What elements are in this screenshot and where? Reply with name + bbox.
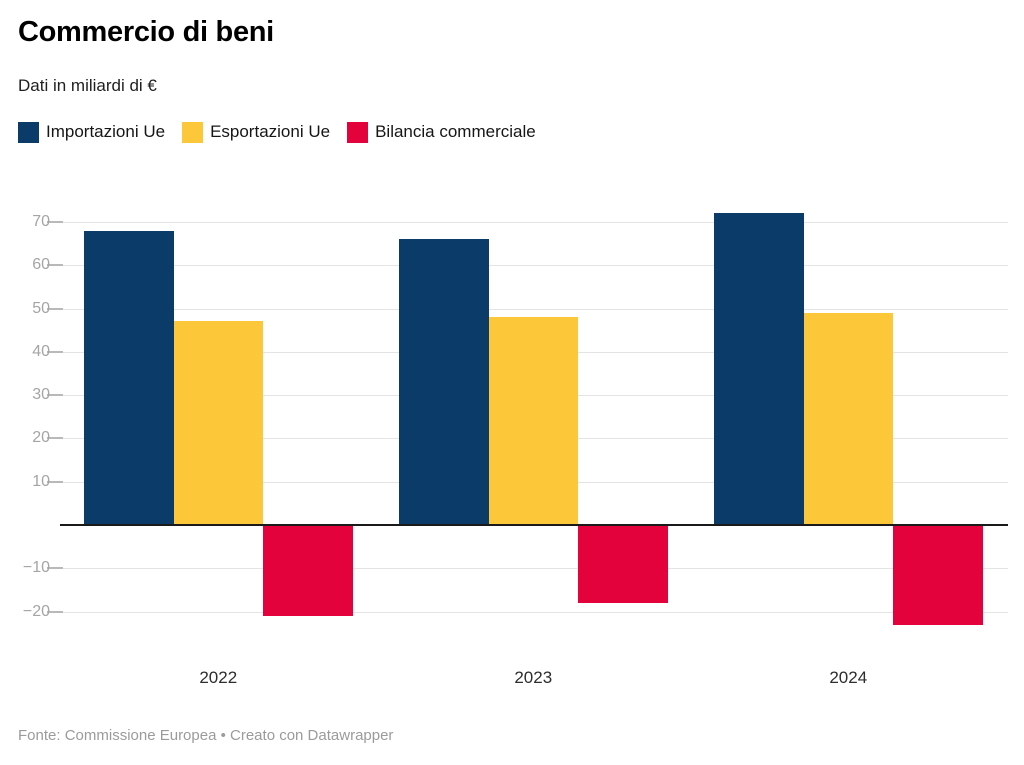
y-tick-mark — [47, 220, 63, 223]
legend-swatch-esportazioni-ue — [182, 121, 204, 143]
bar-importazioni-ue-2022 — [84, 230, 174, 525]
y-tick-label: 40 — [32, 342, 50, 360]
zero-axis-line — [60, 524, 1008, 526]
gridline-50 — [56, 308, 1008, 310]
y-tick-mark — [47, 394, 63, 397]
bar-bilancia-commerciale-2024 — [893, 526, 983, 625]
legend-item-importazioni-ue: Importazioni Ue — [18, 121, 166, 143]
page-title: Commercio di beni — [18, 16, 274, 48]
footer-note: Fonte: Commissione Europea • Creato con … — [18, 727, 394, 744]
legend-label: Esportazioni Ue — [210, 122, 331, 141]
gridline--20 — [56, 611, 1008, 613]
gridline-70 — [56, 221, 1008, 223]
y-tick-label: 70 — [32, 212, 50, 230]
bar-bilancia-commerciale-2022 — [263, 526, 353, 616]
y-tick-label: 20 — [32, 429, 50, 447]
y-tick-label: −20 — [22, 602, 50, 620]
page-subtitle: Dati in miliardi di € — [18, 76, 157, 95]
bar-esportazioni-ue-2023 — [488, 317, 578, 525]
y-tick-mark — [47, 567, 63, 570]
legend: Importazioni Ue Esportazioni Ue Bilancia c… — [18, 120, 536, 144]
bar-importazioni-ue-2023 — [399, 239, 489, 525]
gridline-60 — [56, 265, 1008, 267]
category-label-2024: 2024 — [829, 668, 868, 687]
y-tick-mark — [47, 437, 63, 440]
y-tick-mark — [47, 307, 63, 310]
y-tick-mark — [47, 480, 63, 483]
legend-label: Importazioni Ue — [46, 122, 166, 141]
bar-bilancia-commerciale-2023 — [578, 526, 668, 603]
legend-item-esportazioni-ue: Esportazioni Ue — [182, 121, 331, 143]
bar-importazioni-ue-2024 — [714, 213, 804, 525]
y-tick-mark — [47, 264, 63, 267]
y-tick-label: −10 — [22, 559, 50, 577]
legend-label: Bilancia commerciale — [375, 122, 536, 141]
y-tick-label: 50 — [32, 299, 50, 317]
bar-esportazioni-ue-2022 — [173, 321, 263, 525]
y-tick-label: 60 — [32, 256, 50, 274]
bar-esportazioni-ue-2024 — [803, 312, 893, 525]
y-tick-label: 30 — [32, 386, 50, 404]
legend-item-bilancia-commerciale: Bilancia commerciale — [347, 121, 536, 143]
chart-area: 70 60 50 40 30 20 10 −10 −20 2022 2023 2024 — [0, 190, 1024, 705]
category-label-2023: 2023 — [514, 668, 553, 687]
y-tick-label: 10 — [32, 472, 50, 490]
y-tick-mark — [47, 610, 63, 613]
category-label-2022: 2022 — [199, 668, 238, 687]
legend-swatch-bilancia-commerciale — [347, 121, 369, 143]
legend-swatch-importazioni-ue — [18, 121, 39, 143]
gridline--10 — [56, 568, 1008, 570]
y-tick-mark — [47, 350, 63, 353]
